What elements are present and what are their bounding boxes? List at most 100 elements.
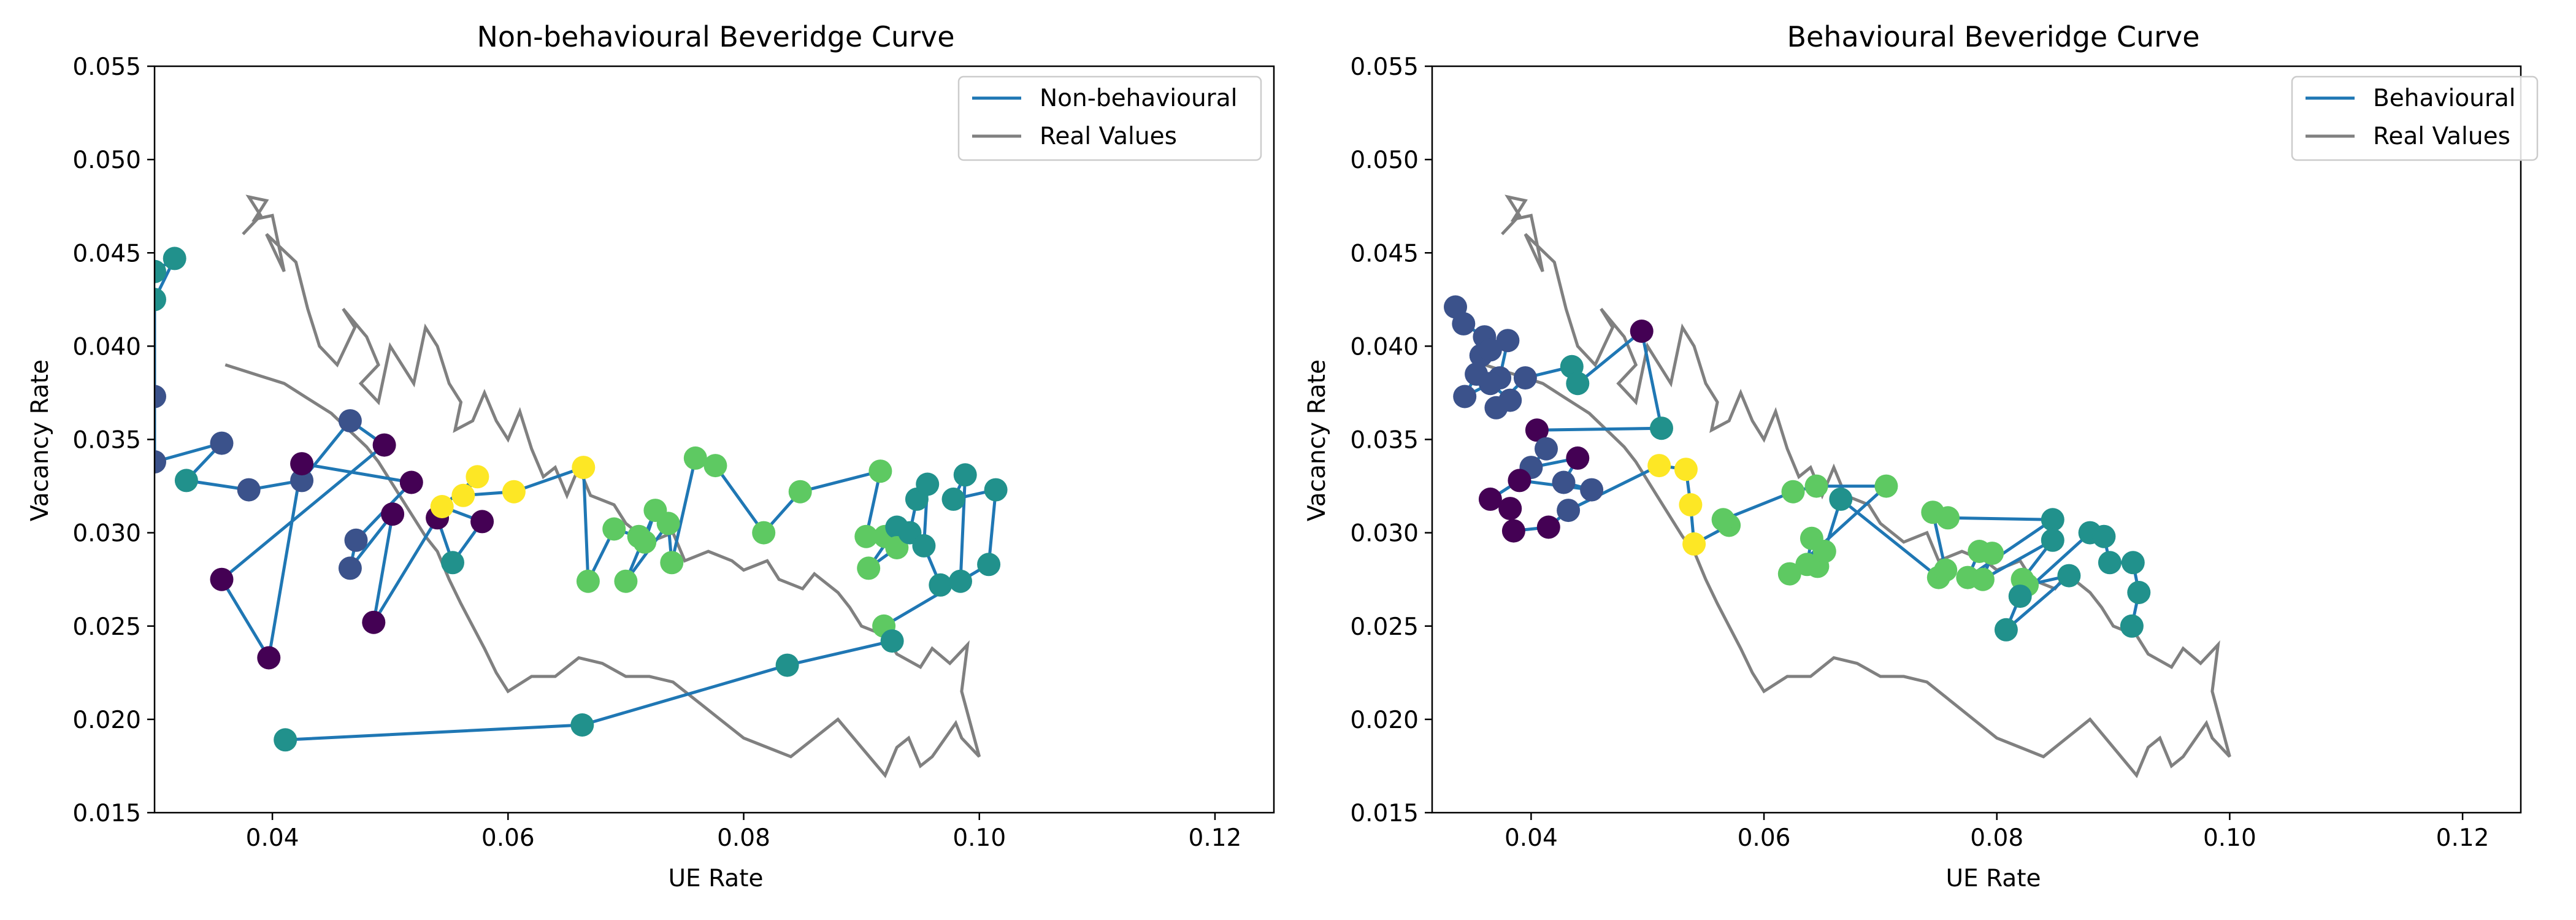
x-axis-label: UE Rate [668, 865, 763, 892]
data-point [1994, 618, 2018, 642]
data-point [1936, 506, 1960, 530]
data-point [854, 524, 878, 548]
data-point [237, 478, 261, 502]
legend: Non-behavioural Real Values [957, 75, 1262, 161]
data-point [163, 247, 186, 270]
data-point [1498, 497, 1522, 521]
data-point [1566, 372, 1590, 396]
data-point [210, 431, 234, 455]
y-tick-label: 0.020 [72, 707, 141, 734]
legend-label-model: Non-behavioural [1040, 85, 1237, 112]
x-tick-label: 0.08 [717, 824, 770, 852]
data-point [290, 469, 314, 493]
data-point [912, 534, 936, 558]
data-point [1535, 437, 1558, 461]
data-point [2041, 528, 2064, 552]
y-tick-label: 0.055 [1350, 53, 1419, 81]
data-point [1484, 396, 1508, 420]
x-tick-label: 0.04 [1505, 824, 1558, 852]
data-point [1501, 519, 1525, 543]
legend: Behavioural Real Values [2291, 75, 2539, 161]
x-tick-label: 0.06 [1738, 824, 1791, 852]
data-point [614, 569, 638, 593]
data-point [441, 551, 464, 575]
data-point [1478, 487, 1502, 511]
data-point [1829, 487, 1853, 511]
y-axis-label: Vacancy Rate [1303, 359, 1331, 521]
data-point [1781, 480, 1805, 504]
data-point [1552, 470, 1576, 494]
data-point [1874, 474, 1898, 498]
x-tick-label: 0.06 [481, 824, 535, 852]
data-point [1647, 454, 1671, 478]
data-point [430, 495, 454, 518]
data-point [1630, 320, 1654, 343]
axes-frame [1431, 65, 2522, 814]
data-point [2057, 564, 2081, 588]
y-tick-label: 0.025 [1350, 613, 1419, 641]
y-tick-label: 0.040 [1350, 333, 1419, 361]
y-tick-label: 0.045 [72, 240, 141, 267]
y-tick-label: 0.025 [72, 613, 141, 641]
data-point [1980, 542, 2004, 565]
y-tick-label: 0.020 [1350, 707, 1419, 734]
chart-behavioural: Behavioural Beveridge Curve UE Rate Vaca… [1303, 20, 2539, 892]
data-point [1536, 515, 1560, 539]
y-tick-label: 0.050 [1350, 147, 1419, 174]
data-point [451, 483, 475, 507]
chart-title: Behavioural Beveridge Curve [1787, 20, 2199, 53]
data-point [155, 259, 166, 283]
y-axis-label: Vacancy Rate [26, 359, 54, 521]
plot-area: 0.04 0.06 0.08 0.10 0.12 0.015 0.020 0.025 0.030… [1350, 53, 2522, 852]
data-point [683, 446, 707, 470]
data-point [381, 502, 405, 526]
data-point [775, 653, 799, 677]
y-tick-label: 0.015 [1350, 800, 1419, 827]
data-point [570, 713, 594, 737]
x-axis-label: UE Rate [1945, 865, 2041, 892]
data-point [399, 470, 423, 494]
data-point [984, 478, 1008, 502]
data-point [602, 517, 626, 541]
data-point [977, 553, 1001, 577]
data-point [155, 450, 166, 473]
x-tick-label: 0.04 [246, 824, 299, 852]
x-tick-label: 0.12 [1189, 824, 1242, 852]
data-point [633, 530, 657, 554]
chart-title: Non-behavioural Beveridge Curve [477, 20, 954, 53]
data-point [916, 472, 940, 496]
data-point [576, 569, 600, 593]
data-point [290, 452, 314, 476]
data-point [2041, 508, 2064, 532]
data-point [941, 487, 965, 511]
legend-label-real: Real Values [1040, 123, 1177, 150]
data-point [1453, 385, 1477, 408]
data-point [2008, 585, 2032, 608]
x-tick-label: 0.12 [2436, 824, 2490, 852]
data-point [155, 385, 166, 408]
data-point [210, 567, 234, 591]
y-tick-label: 0.050 [72, 147, 141, 174]
y-tick-label: 0.015 [72, 800, 141, 827]
y-tick-label: 0.030 [72, 520, 141, 548]
data-point [656, 512, 680, 535]
data-point [470, 510, 494, 534]
data-point [703, 454, 727, 478]
x-tick-label: 0.08 [1970, 824, 2023, 852]
legend-label-model: Behavioural [2373, 85, 2516, 112]
data-point [1496, 329, 1520, 353]
data-point [929, 573, 953, 597]
data-point [1452, 312, 1476, 335]
data-point [949, 569, 972, 593]
data-point [868, 459, 892, 483]
data-point [1478, 372, 1502, 396]
data-point [2121, 551, 2145, 575]
data-point [362, 610, 386, 634]
data-point [1674, 458, 1698, 481]
y-tick-label: 0.035 [1350, 427, 1419, 454]
data-point [572, 456, 596, 480]
data-point [1777, 562, 1801, 586]
data-point [880, 629, 904, 653]
